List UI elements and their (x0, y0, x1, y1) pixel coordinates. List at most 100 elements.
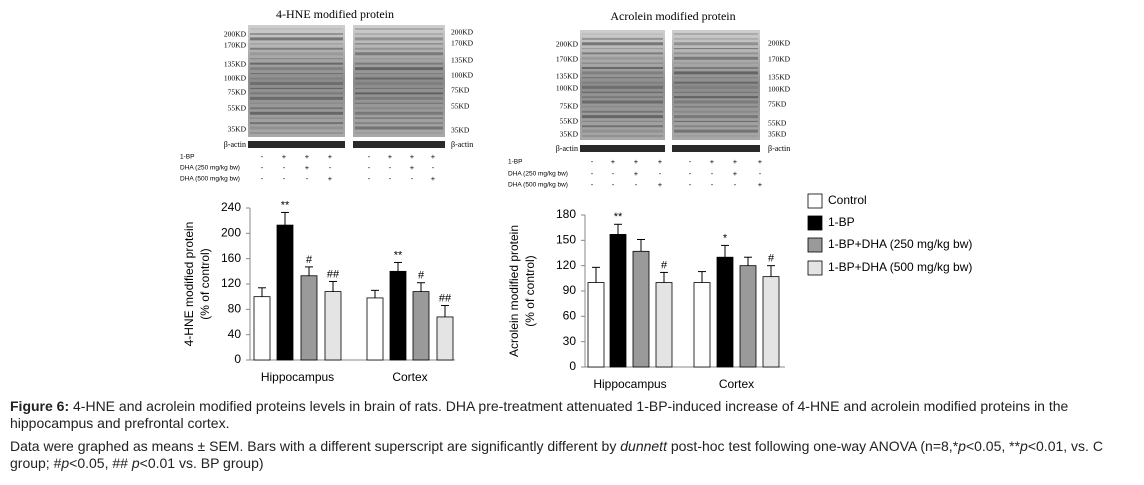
treatment-sign: - (261, 163, 264, 172)
marker-label-left: 200KD (556, 40, 579, 49)
legend-label: 1-BP+DHA (500 mg/kg bw) (828, 260, 972, 274)
legend-label: 1-BP+DHA (250 mg/kg bw) (828, 237, 972, 251)
treatment-sign: + (758, 157, 763, 166)
treatment-label: DHA (250 mg/kg bw) (508, 171, 568, 178)
y-axis-label: 4-HNE modified protein (182, 222, 196, 347)
treatment-sign: + (658, 180, 663, 189)
significance-label: ** (614, 211, 623, 223)
marker-label-left: 55KD (228, 104, 247, 113)
marker-label-left: 55KD (560, 117, 579, 126)
y-tick-label: 90 (563, 283, 577, 297)
treatment-sign: + (758, 180, 763, 189)
caption-note-segment: Data were graphed as means ± SEM. Bars w… (10, 438, 621, 454)
bar (587, 282, 605, 368)
bar (389, 270, 407, 361)
x-tick-label: Hippocampus (261, 370, 334, 384)
treatment-sign: + (431, 174, 436, 183)
figure-graphics: 4-HNE modified protein 200KD 200KD 170KD 170… (180, 7, 972, 391)
actin-band (248, 141, 345, 148)
caption-note-segment: <0.05, ## (69, 455, 132, 471)
y-tick-label: 30 (563, 334, 577, 348)
caption-note-segment: <0.01, vs. C group; # (10, 438, 1103, 471)
actin-band (672, 145, 760, 152)
legend-label: Control (828, 193, 867, 207)
y-tick-label: 0 (234, 352, 241, 366)
treatment-sign: - (635, 180, 638, 189)
treatment-label: DHA (250 mg/kg bw) (180, 165, 240, 172)
treatment-sign: + (328, 152, 333, 161)
significance-label: # (418, 270, 425, 282)
caption-main: Figure 6: 4-HNE and acrolein modified pr… (10, 398, 1136, 432)
marker-label-right: 55KD (768, 119, 787, 128)
treatment-sign: - (432, 163, 435, 172)
treatment-sign: + (410, 152, 415, 161)
treatment-sign: + (658, 157, 663, 166)
bar (609, 234, 627, 368)
marker-label-right: 75KD (768, 100, 787, 109)
treatment-sign: - (591, 180, 594, 189)
treatment-sign: - (389, 163, 392, 172)
treatment-sign: + (305, 152, 310, 161)
x-tick-label: Cortex (719, 377, 754, 391)
treatment-sign: + (388, 152, 393, 161)
bar (693, 282, 711, 368)
marker-label-right: 75KD (451, 86, 470, 95)
gel (353, 25, 445, 137)
caption-note-segment: post-hoc test following one-way ANOVA (n… (666, 438, 959, 454)
gel (672, 30, 760, 140)
y-tick-label: 120 (556, 258, 576, 272)
significance-label: ## (439, 292, 452, 304)
bar (655, 282, 673, 368)
treatment-sign: + (282, 152, 287, 161)
treatment-sign: - (591, 169, 594, 178)
treatment-label: DHA (500 mg/kg bw) (508, 182, 568, 189)
marker-label-right: 135KD (768, 73, 791, 82)
treatment-sign: + (733, 169, 738, 178)
blot-title: 4-HNE modified protein (276, 7, 394, 21)
treatment-sign: - (711, 180, 714, 189)
treatment-sign: - (759, 169, 762, 178)
y-tick-label: 0 (569, 359, 576, 373)
treatment-sign: - (368, 163, 371, 172)
treatment-label: DHA (500 mg/kg bw) (180, 176, 240, 183)
marker-label-right: 55KD (451, 102, 470, 111)
treatment-sign: - (711, 169, 714, 178)
marker-label-right: 35KD (768, 130, 787, 139)
caption-label: Figure 6: (10, 398, 70, 414)
loading-control-right: β-actin (768, 144, 790, 153)
marker-label-right: 135KD (451, 56, 474, 65)
marker-label-left: 100KD (556, 84, 579, 93)
legend-swatch (807, 193, 823, 209)
treatment-sign: - (689, 180, 692, 189)
marker-label-left: 200KD (224, 30, 247, 39)
treatment-sign: + (431, 152, 436, 161)
bar (324, 291, 342, 361)
bar (762, 276, 780, 368)
treatment-sign: - (368, 152, 371, 161)
marker-label-left: 100KD (224, 74, 247, 83)
bar (716, 256, 734, 368)
treatment-label: 1-BP (508, 159, 522, 166)
marker-label-left: 35KD (560, 130, 579, 139)
y-tick-label: 40 (228, 327, 242, 341)
actin-band (353, 141, 445, 148)
treatment-sign: + (710, 157, 715, 166)
legend-swatch (807, 237, 823, 253)
treatment-label: 1-BP (180, 154, 194, 161)
x-tick-label: Cortex (392, 370, 427, 384)
x-tick-label: Hippocampus (593, 377, 666, 391)
treatment-sign: - (261, 174, 264, 183)
y-axis-label: Acrolein modified protein (507, 225, 521, 357)
significance-label: * (723, 232, 728, 244)
actin-band (580, 145, 665, 152)
marker-label-left: 170KD (224, 41, 247, 50)
marker-label-right: 35KD (451, 126, 470, 135)
bar (300, 275, 318, 361)
treatment-sign: + (634, 169, 639, 178)
bar (436, 316, 454, 361)
bar (632, 250, 650, 368)
caption-note: Data were graphed as means ± SEM. Bars w… (10, 438, 1136, 472)
treatment-sign: + (733, 157, 738, 166)
marker-label-left: 170KD (556, 55, 579, 64)
